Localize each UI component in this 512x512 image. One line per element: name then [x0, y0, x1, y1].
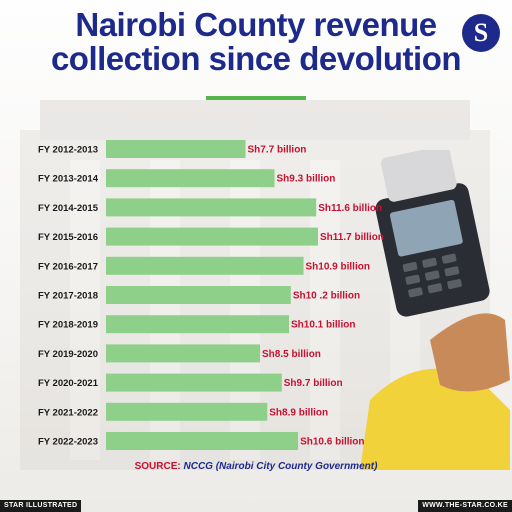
category-label: FY 2019-2020: [38, 349, 98, 360]
bar: [106, 286, 291, 304]
bar: [106, 169, 275, 188]
value-label: Sh9.3 billion: [277, 174, 336, 185]
bar: [106, 344, 261, 363]
source-label: SOURCE:: [134, 461, 181, 472]
value-label: Sh10 .2 billion: [293, 291, 360, 302]
bar: [106, 432, 299, 450]
value-label: Sh8.9 billion: [269, 407, 328, 418]
category-label: FY 2014-2015: [38, 203, 99, 214]
value-label: Sh10.6 billion: [300, 437, 364, 448]
category-label: FY 2020-2021: [38, 378, 99, 389]
bar: [106, 402, 268, 421]
category-label: FY 2022-2023: [38, 437, 98, 448]
footer-website: WWW.THE-STAR.CO.KE: [418, 500, 512, 512]
pos-device-illustration: [360, 150, 510, 470]
value-label: Sh8.5 billion: [262, 349, 321, 360]
the-star-logo: S: [462, 14, 500, 52]
source-text: NCCG (Nairobi City County Government): [183, 461, 378, 472]
value-label: Sh10.9 billion: [306, 261, 370, 272]
source-note: SOURCE: NCCG (Nairobi City County Govern…: [0, 461, 512, 472]
bar: [106, 227, 318, 246]
value-label: Sh11.7 billion: [320, 232, 384, 243]
value-label: Sh7.7 billion: [248, 145, 307, 156]
bar: [106, 256, 304, 275]
value-label: Sh9.7 billion: [284, 378, 343, 389]
bar: [106, 198, 317, 217]
value-label: Sh10.1 billion: [291, 320, 355, 331]
chart-title-line-1: Nairobi County revenue: [75, 6, 437, 43]
footer-credit: STAR ILLUSTRATED: [0, 500, 82, 512]
bar: [106, 315, 290, 334]
category-label: FY 2016-2017: [38, 261, 98, 272]
bar: [106, 140, 246, 158]
value-label: Sh11.6 billion: [318, 203, 382, 214]
category-label: FY 2021-2022: [38, 407, 98, 418]
title-underline: [206, 96, 306, 100]
chart-title: Nairobi County revenue collection since …: [0, 8, 512, 76]
category-label: FY 2017-2018: [38, 291, 98, 302]
category-label: FY 2015-2016: [38, 232, 98, 243]
category-label: FY 2012-2013: [38, 145, 98, 156]
category-label: FY 2018-2019: [38, 320, 98, 331]
chart-title-line-2: collection since devolution: [50, 40, 462, 77]
category-label: FY 2013-2014: [38, 174, 99, 185]
bar: [106, 373, 282, 392]
